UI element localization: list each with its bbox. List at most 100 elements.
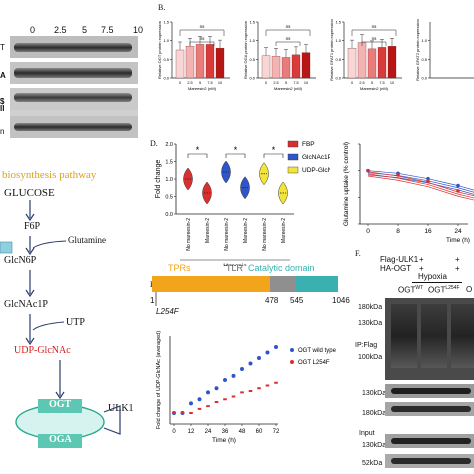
panel-f-blots	[385, 298, 474, 468]
y-tick-label: 1.0	[165, 177, 173, 183]
group-label: No mareesin-2	[262, 218, 268, 251]
legend-label: FBP	[302, 141, 315, 148]
mutant-point	[274, 381, 278, 384]
y-axis-label: Relative GFAT1 protein expression	[329, 19, 334, 81]
tlr-label: TLR	[226, 263, 244, 273]
x-tick-label: 16	[424, 228, 432, 235]
ns-bracket	[265, 29, 311, 36]
x-tick-label: 2.5	[359, 81, 364, 85]
blot-band	[14, 43, 132, 52]
ns-bracket	[351, 29, 397, 36]
y-tick-label: 0.5	[421, 57, 427, 62]
group-label: Mareesin-2	[205, 218, 211, 243]
ns-label: ns	[372, 24, 378, 29]
mutant-point	[240, 391, 244, 394]
mutant-point	[214, 401, 219, 403]
enzyme-box	[0, 241, 13, 254]
input-label: Input	[359, 430, 375, 437]
x-axis-label: Time (h)	[446, 237, 470, 244]
ns-label: ns	[286, 24, 292, 29]
wt-point	[265, 350, 270, 355]
wt-point	[231, 373, 236, 378]
wt-point	[223, 378, 227, 382]
bar	[357, 42, 367, 79]
ns-bracket	[179, 29, 225, 36]
mutant-point	[172, 412, 176, 414]
plus-sign: +	[455, 264, 460, 273]
wt-point	[206, 390, 210, 395]
ogt-box	[38, 399, 82, 413]
panel-letter-b: B.	[158, 3, 166, 12]
conc-label: 10	[133, 25, 144, 35]
x-tick-label: 7.5	[207, 81, 212, 85]
x-tick-label: 10	[304, 81, 308, 85]
hypoxia-label: Hypoxia	[223, 263, 247, 266]
bar	[291, 54, 301, 79]
ogt-label: OGT	[49, 399, 72, 410]
catalytic-label: Catalytic domain	[248, 263, 315, 273]
y-axis-label: Fold change of UDP-GlcNAc (averaged)	[156, 331, 162, 429]
ulk1-arrow	[103, 405, 121, 435]
y-tick-label: 1.0	[163, 38, 169, 43]
x-tick-label: 2.5	[273, 81, 278, 85]
mw-marker: 130kDa	[362, 390, 387, 397]
udp-glcnac-label: UDP-GlcNAc	[14, 345, 71, 356]
mutant-point	[197, 407, 202, 410]
mw-marker: 180kDa	[362, 410, 387, 417]
arrow-glutamine	[32, 240, 67, 249]
y-tick-label: 1.0	[249, 38, 255, 43]
glcnac1p-label: GlcNAc1P	[4, 299, 48, 310]
flag-ulk1-label: Flag-ULK1	[380, 255, 419, 264]
blot-strip	[10, 110, 138, 116]
ip-flag-label: IP:Flag	[355, 342, 378, 349]
blot-row-label: $	[0, 97, 5, 106]
x-tick-label: 36	[222, 429, 229, 435]
y-tick-label: 0.5	[249, 57, 255, 62]
y-axis-label: Relative OGT protein expression	[157, 21, 162, 79]
mw-marker: 180kDa	[358, 304, 383, 311]
wt-point	[197, 397, 202, 402]
wt-point	[274, 345, 278, 349]
y-tick-label: 0.5	[165, 195, 173, 201]
tprs-domain	[152, 276, 270, 292]
x-tick-label: 24	[454, 228, 462, 235]
uptake-point	[456, 183, 460, 188]
position-label: 478	[265, 296, 279, 305]
y-tick-label: 0.5	[335, 57, 341, 62]
x-tick-label: 48	[239, 429, 246, 435]
lane-label: OGTL254F	[428, 285, 460, 295]
uptake-point	[366, 168, 370, 173]
panel-a-conc-row: 0 2.5 5 7.5 10	[30, 25, 143, 38]
blot-band	[14, 68, 132, 78]
mw-marker: 100kDa	[358, 354, 383, 361]
mutant-point	[231, 395, 236, 398]
ns-bracket	[361, 41, 387, 46]
f6p-label: F6P	[24, 221, 41, 232]
group-label: Mareesin-2	[243, 218, 249, 243]
pathway-arrows	[0, 200, 121, 448]
legend-label: GlcNAc1P	[302, 154, 330, 161]
tprs-label: TPRs	[168, 263, 191, 273]
x-tick-label: 5	[199, 81, 201, 85]
x-tick-label: 7.5	[293, 81, 298, 85]
panel-e-plot: Fold change of UDP-GlcNAc (averaged) 0 12 2…	[156, 331, 337, 444]
group-label: No mareesin-2	[224, 218, 230, 251]
x-tick-label: 10	[390, 81, 394, 85]
blot-row-label: A	[0, 71, 6, 80]
group-label: No mareesin-2	[186, 218, 192, 251]
y-tick-label: 1.0	[335, 38, 341, 43]
legend-swatch	[287, 140, 299, 148]
bar	[367, 48, 377, 79]
plus-sign: +	[455, 255, 460, 264]
legend-mutant-label: OGT L254F	[298, 360, 330, 366]
conc-label: 5	[82, 25, 88, 35]
legend-wt-label: OGT wild type	[298, 348, 337, 354]
wt-point	[240, 367, 244, 371]
arrow-utp	[32, 321, 65, 331]
x-tick-label: 0	[366, 228, 370, 235]
x-tick-label: 0	[179, 81, 181, 85]
group-label: Mareesin-2	[281, 218, 287, 243]
glutamine-uptake-chart: Glutamine uptake (% control) 0 8 16 24 Time (…	[343, 142, 474, 244]
